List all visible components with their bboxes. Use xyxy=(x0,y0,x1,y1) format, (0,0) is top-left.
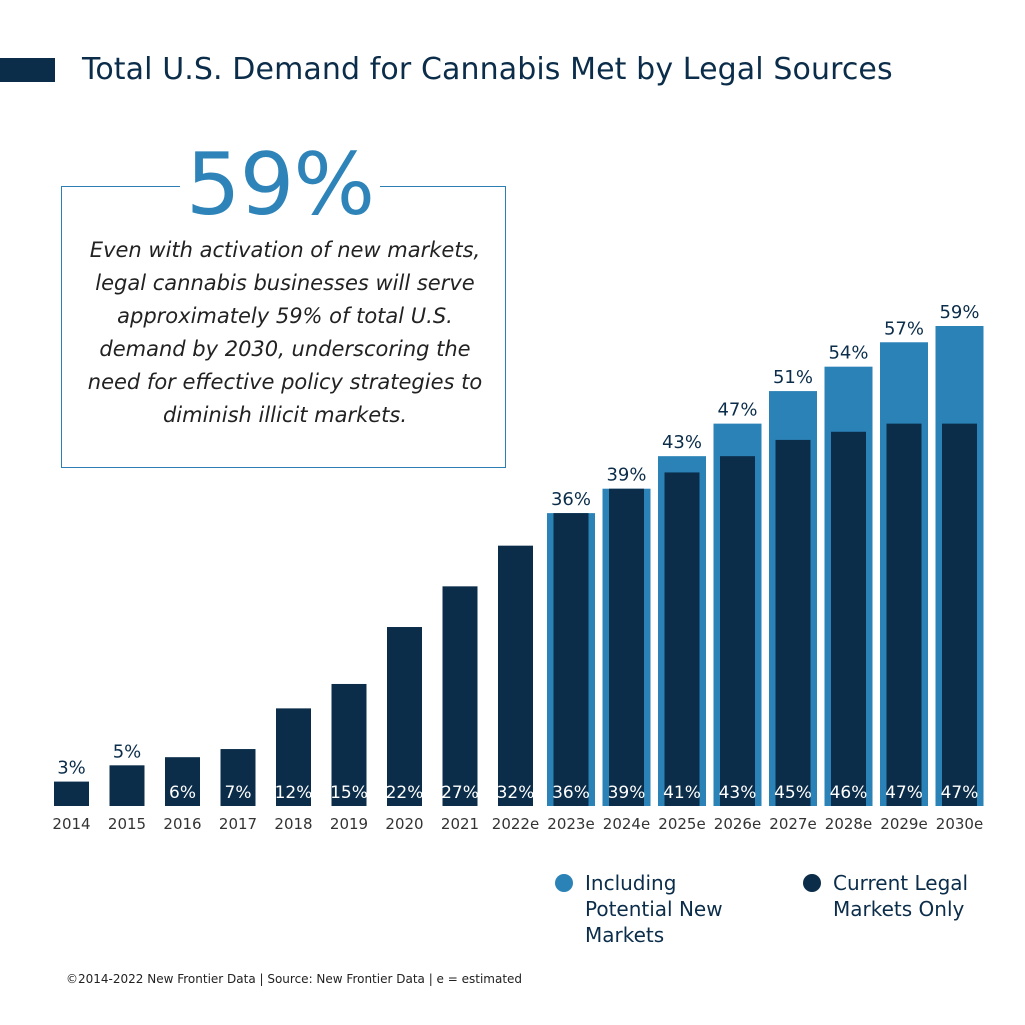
bar-current-2026e xyxy=(720,456,755,806)
bar-current-2028e xyxy=(831,431,866,806)
bar-current-2018 xyxy=(276,708,311,806)
title-accent-bar xyxy=(0,58,55,82)
label-current-2025e: 41% xyxy=(663,783,701,803)
legend-swatch-current xyxy=(803,874,821,892)
label-current-2023e: 36% xyxy=(552,783,590,803)
bar-current-2023e xyxy=(553,513,589,806)
tick-label-2023e: 2023e xyxy=(547,815,594,833)
label-potential-2025e: 43% xyxy=(662,432,702,453)
label-current-2024e: 39% xyxy=(608,783,646,803)
label-current-2028e: 46% xyxy=(830,783,868,803)
tick-label-2021: 2021 xyxy=(441,815,479,833)
tick-label-2018: 2018 xyxy=(274,815,312,833)
tick-label-2030e: 2030e xyxy=(936,815,983,833)
tick-label-2022e: 2022e xyxy=(492,815,539,833)
bar-current-2019 xyxy=(331,683,367,806)
label-current-2030e: 47% xyxy=(941,783,979,803)
footer-source: ©2014-2022 New Frontier Data | Source: N… xyxy=(66,972,523,986)
tick-label-2020: 2020 xyxy=(385,815,423,833)
label-current-2018: 12% xyxy=(275,783,313,803)
bar-current-2021 xyxy=(442,586,478,806)
tick-label-2019: 2019 xyxy=(330,815,368,833)
bar-current-2030e xyxy=(942,423,977,806)
label-current-2014: 3% xyxy=(57,758,86,779)
label-current-2029e: 47% xyxy=(885,783,923,803)
label-current-2020: 22% xyxy=(386,783,424,803)
callout-text: Even with activation of new markets, leg… xyxy=(87,238,483,427)
tick-label-2024e: 2024e xyxy=(603,815,650,833)
label-current-2027e: 45% xyxy=(774,783,812,803)
label-potential-2029e: 57% xyxy=(884,318,924,339)
label-current-2021: 27% xyxy=(441,783,479,803)
bar-current-2022e xyxy=(498,545,533,806)
bar-current-2015 xyxy=(109,765,145,806)
bar-current-2017 xyxy=(220,749,256,806)
label-current-2016: 6% xyxy=(169,783,196,803)
tick-label-2027e: 2027e xyxy=(769,815,816,833)
bar-current-2014 xyxy=(54,781,89,806)
tick-label-2026e: 2026e xyxy=(714,815,761,833)
bar-current-2027e xyxy=(775,439,811,806)
bar-current-2025e xyxy=(664,472,700,806)
label-current-2026e: 43% xyxy=(719,783,757,803)
label-potential-2030e: 59% xyxy=(939,302,979,323)
label-current-2022e: 32% xyxy=(497,783,535,803)
legend: Including Potential New Markets Current … xyxy=(555,870,995,947)
tick-label-2017: 2017 xyxy=(219,815,257,833)
tick-label-2014: 2014 xyxy=(52,815,90,833)
legend-label-potential: Including Potential New Markets xyxy=(585,871,723,947)
chart-title: Total U.S. Demand for Cannabis Met by Le… xyxy=(82,52,893,87)
label-potential-2027e: 51% xyxy=(773,367,813,388)
label-potential-2026e: 47% xyxy=(717,400,757,421)
tick-label-2016: 2016 xyxy=(163,815,201,833)
tick-label-2025e: 2025e xyxy=(658,815,705,833)
label-current-2017: 7% xyxy=(225,783,252,803)
bar-current-2029e xyxy=(886,423,922,806)
callout-stat: 59% xyxy=(180,135,380,235)
bar-current-2020 xyxy=(387,627,422,806)
tick-label-2029e: 2029e xyxy=(880,815,927,833)
tick-label-2028e: 2028e xyxy=(825,815,872,833)
tick-label-2015: 2015 xyxy=(108,815,146,833)
legend-label-current: Current Legal Markets Only xyxy=(833,871,969,921)
label-potential-2028e: 54% xyxy=(828,343,868,364)
label-potential-2023e: 36% xyxy=(551,489,591,510)
legend-swatch-potential xyxy=(555,874,573,892)
bar-current-2024e xyxy=(609,488,644,806)
bar-current-2016 xyxy=(165,757,200,806)
label-current-2015: 5% xyxy=(113,741,142,762)
label-current-2019: 15% xyxy=(330,783,368,803)
label-potential-2024e: 39% xyxy=(606,465,646,486)
